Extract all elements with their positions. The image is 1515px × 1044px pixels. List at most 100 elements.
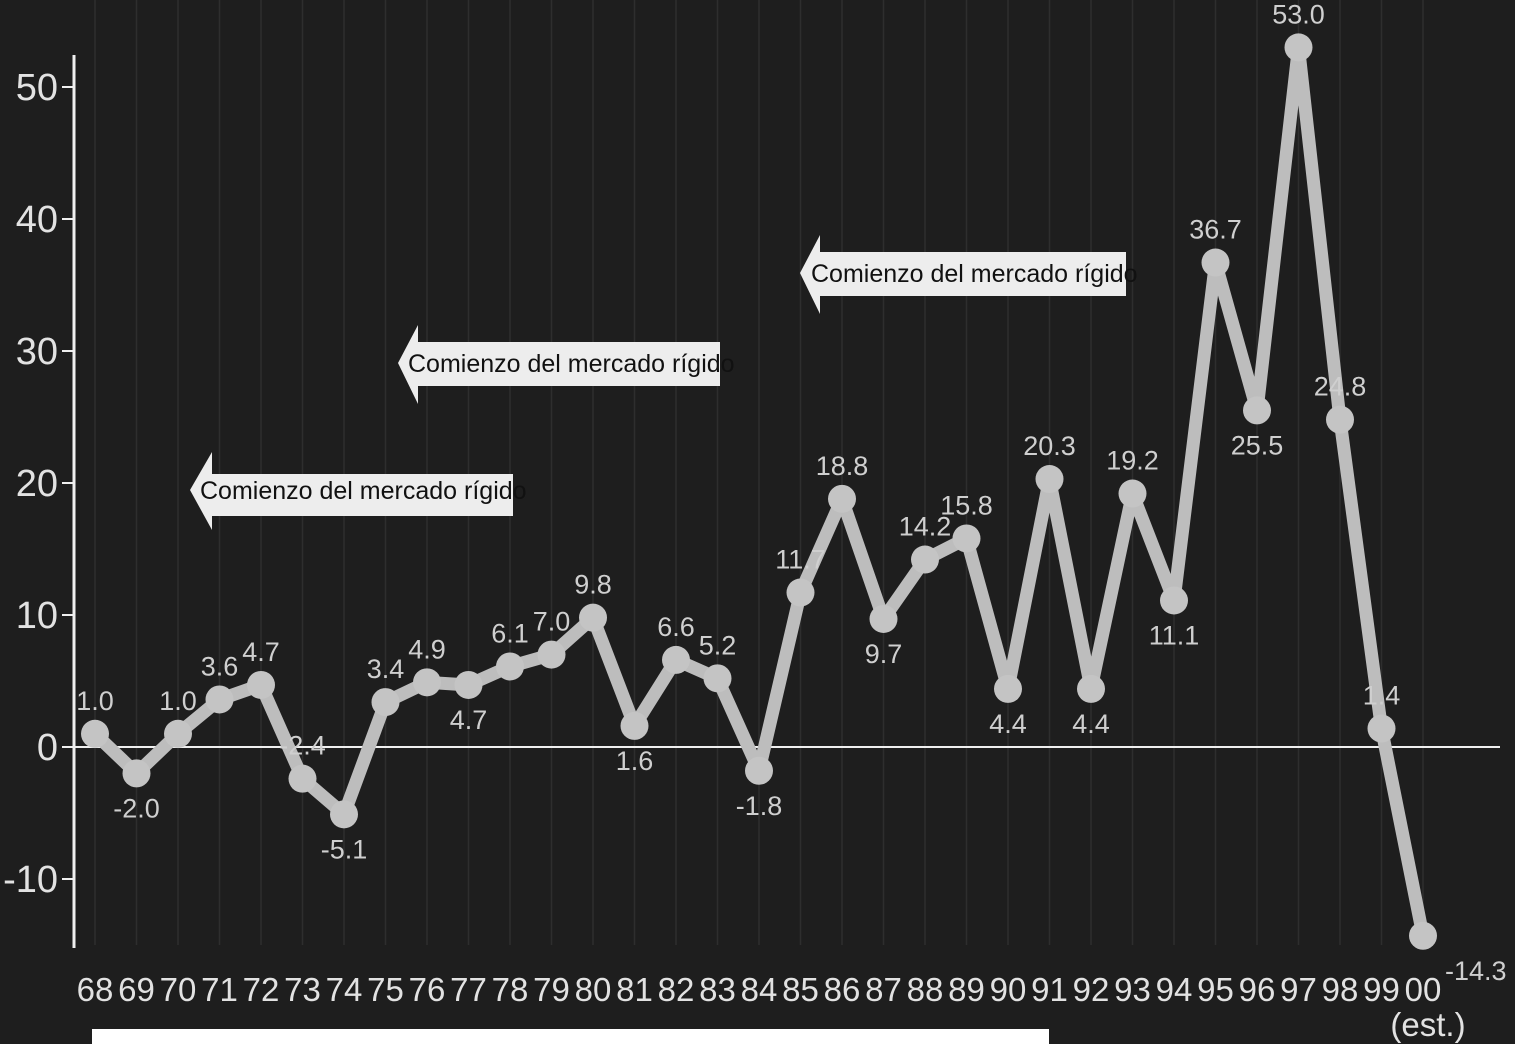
data-label: 3.4 xyxy=(367,654,405,684)
x-tick-label: 70 xyxy=(160,971,197,1008)
data-label: -5.1 xyxy=(321,834,368,864)
annotation-arrow xyxy=(398,325,720,404)
x-tick-label: 95 xyxy=(1197,971,1234,1008)
x-tick-label: 77 xyxy=(450,971,487,1008)
x-tick-label: 83 xyxy=(699,971,736,1008)
x-tick-label: 76 xyxy=(409,971,446,1008)
data-label: 1.0 xyxy=(159,686,197,716)
data-point xyxy=(1201,248,1230,277)
annotation-arrow xyxy=(190,452,513,530)
x-tick-label: 72 xyxy=(243,971,280,1008)
x-tick-label: 80 xyxy=(575,971,612,1008)
x-tick-label: 84 xyxy=(741,971,778,1008)
x-tick-label: 89 xyxy=(948,971,985,1008)
x-tick-label: 98 xyxy=(1322,971,1359,1008)
data-point xyxy=(537,640,566,669)
data-label: 9.8 xyxy=(574,570,612,600)
data-label: -14.3 xyxy=(1445,956,1507,986)
data-label: 11.7 xyxy=(775,545,826,575)
data-label: 15.8 xyxy=(940,490,993,520)
data-label: 6.1 xyxy=(491,618,529,648)
data-point xyxy=(1367,714,1396,743)
annotation-2: Comienzo del mercado rígido xyxy=(398,325,735,404)
data-point xyxy=(620,711,649,740)
data-point xyxy=(911,545,939,574)
data-point xyxy=(994,674,1022,703)
y-tick-label: 10 xyxy=(16,595,58,637)
data-point xyxy=(1160,586,1188,615)
x-tick-label: 85 xyxy=(782,971,819,1008)
data-point xyxy=(247,670,275,699)
data-point xyxy=(1243,396,1271,425)
y-tick-label: 50 xyxy=(16,67,58,109)
data-label: 1.0 xyxy=(76,686,114,716)
y-tick-label: 0 xyxy=(37,727,58,769)
data-label: 3.6 xyxy=(201,651,239,681)
data-label: 1.4 xyxy=(1363,681,1401,711)
data-point xyxy=(122,759,151,788)
annotation-arrow xyxy=(800,235,1126,314)
data-label: 53.0 xyxy=(1272,0,1325,29)
data-label: 4.7 xyxy=(242,637,280,667)
grid-lines xyxy=(94,0,1424,945)
data-label: 24.8 xyxy=(1314,372,1367,402)
data-label: 20.3 xyxy=(1023,431,1076,461)
data-point xyxy=(952,524,981,553)
data-point xyxy=(496,652,524,681)
x-tick-label: 68 xyxy=(77,971,114,1008)
data-point xyxy=(330,800,358,829)
data-label: -2.4 xyxy=(279,731,326,761)
data-point xyxy=(662,645,690,674)
data-point xyxy=(1035,465,1064,494)
data-point xyxy=(413,668,441,697)
data-label: 4.4 xyxy=(989,709,1027,739)
data-label: 19.2 xyxy=(1106,446,1159,476)
y-axis-ticks: 50 40 30 20 10 0 -10 xyxy=(3,67,74,901)
data-points xyxy=(81,33,1437,950)
x-axis-ticks: 68 69 70 71 72 73 74 75 76 77 78 79 80 81 82 83 84 85 86 87… xyxy=(77,971,1442,1008)
y-tick-label: 30 xyxy=(16,331,58,373)
x-tick-label: 82 xyxy=(658,971,695,1008)
data-point xyxy=(1118,479,1147,508)
x-tick-label: 91 xyxy=(1031,971,1068,1008)
data-label: 9.7 xyxy=(865,639,903,669)
data-point xyxy=(205,685,234,714)
y-tick-label: 40 xyxy=(16,199,58,241)
data-label: 36.7 xyxy=(1189,215,1242,245)
x-tick-label: 86 xyxy=(824,971,861,1008)
annotation-text: Comienzo del mercado rígido xyxy=(408,350,735,378)
axes xyxy=(72,55,1500,948)
data-label: 14.2 xyxy=(899,512,952,542)
x-tick-label: 69 xyxy=(118,971,155,1008)
data-point xyxy=(81,719,109,748)
data-label: 6.6 xyxy=(657,612,695,642)
x-tick-label: 92 xyxy=(1073,971,1110,1008)
data-point xyxy=(745,756,773,785)
annotation-1: Comienzo del mercado rígido xyxy=(190,452,527,530)
x-tick-label: 75 xyxy=(367,971,404,1008)
y-tick-label: 20 xyxy=(16,463,58,505)
data-point xyxy=(164,719,192,748)
data-point xyxy=(869,604,898,633)
data-label: 7.0 xyxy=(533,607,571,637)
x-tick-label: 96 xyxy=(1239,971,1276,1008)
x-tick-label: 00 xyxy=(1405,971,1442,1008)
x-tick-label: 93 xyxy=(1114,971,1151,1008)
y-tick-label: -10 xyxy=(3,859,58,901)
data-point xyxy=(288,764,317,793)
x-axis-note: (est.) xyxy=(1390,1006,1465,1043)
x-tick-label: 87 xyxy=(865,971,902,1008)
data-label: 4.7 xyxy=(450,705,488,735)
data-point xyxy=(786,578,815,607)
x-tick-label: 71 xyxy=(201,971,238,1008)
data-point xyxy=(579,603,607,632)
data-point xyxy=(1284,33,1313,62)
data-labels: 1.0-2.01.03.6 4.7-2.4-5.13.44.94.76.1 7.09… xyxy=(76,0,1506,986)
data-label: 4.4 xyxy=(1072,709,1110,739)
x-tick-label: 90 xyxy=(990,971,1027,1008)
data-label: 11.1 xyxy=(1149,620,1200,650)
x-tick-label: 74 xyxy=(326,971,363,1008)
data-label: 18.8 xyxy=(816,451,869,481)
x-tick-label: 78 xyxy=(492,971,529,1008)
